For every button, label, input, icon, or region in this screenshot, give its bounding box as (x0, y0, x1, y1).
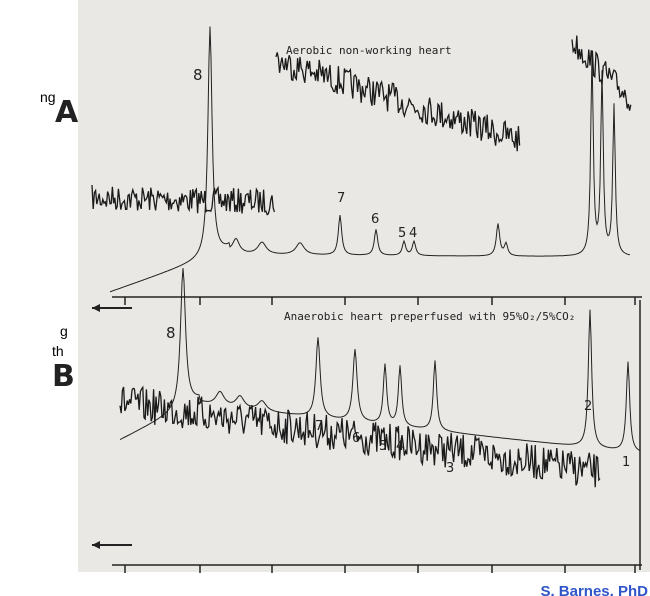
panel-title: Aerobic non-working heart (286, 44, 452, 57)
arrow-head (92, 304, 100, 312)
peak-label: 7 (315, 419, 323, 434)
noise-trace (119, 385, 601, 488)
panel-title: Anaerobic heart preperfused with 95%O₂/5… (284, 310, 575, 323)
peak-label: 5 (398, 226, 406, 241)
peak-label: 3 (446, 461, 454, 476)
peak-label: 7 (337, 191, 345, 206)
noise-trace (91, 184, 276, 216)
spectrum-trace (109, 26, 631, 293)
side-text: ng (40, 89, 56, 105)
peak-label: 5 (379, 439, 387, 454)
peak-label: 2 (584, 399, 592, 414)
peak-label: 4 (409, 226, 417, 241)
noise-trace (275, 52, 521, 152)
panel-label: A (55, 95, 79, 130)
peak-label: 6 (352, 431, 360, 446)
arrow-head (92, 541, 100, 549)
peak-label: 8 (166, 324, 176, 342)
side-text: g (60, 323, 68, 339)
panel-label: B (52, 359, 75, 394)
noise-trace (571, 35, 632, 111)
peak-label: 1 (622, 455, 630, 470)
spectrum-trace (119, 268, 641, 452)
side-text: th (52, 343, 64, 359)
peak-label: 6 (371, 212, 379, 227)
scan-background (78, 0, 650, 572)
credit: S. Barnes, PhD (540, 583, 648, 596)
peak-label: 8 (193, 66, 203, 84)
